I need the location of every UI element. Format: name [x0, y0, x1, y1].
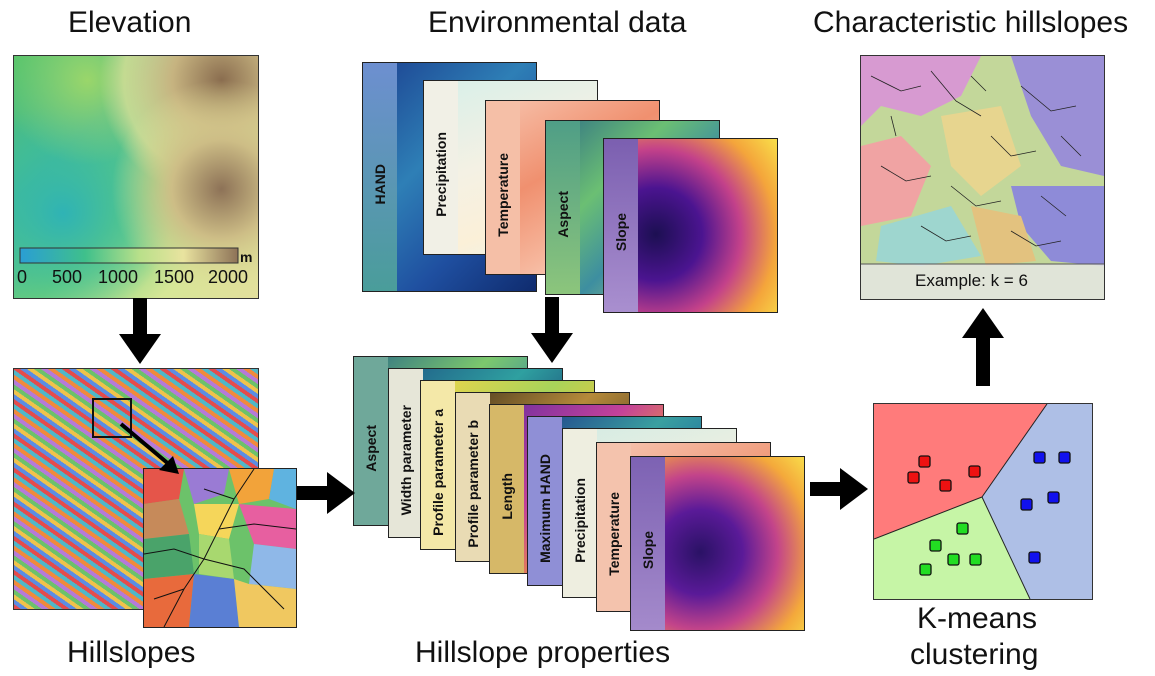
env-layer-aspect-label: Aspect [555, 191, 571, 238]
kmeans-title-line2: clustering [910, 638, 1039, 671]
kmeans-point [1033, 451, 1046, 464]
elevation-title: Elevation [68, 6, 192, 39]
properties-title: Hillslope properties [415, 636, 671, 669]
characteristic-example-label: Example: k = 6 [915, 271, 1028, 290]
prop-layer-max-hand-label: Maximum HAND [537, 453, 553, 563]
kmeans-region-green [874, 497, 1030, 599]
env-layer-slope: Slope [603, 138, 778, 313]
prop-layer-aspect-label: Aspect [363, 424, 379, 472]
zoom-arrow-icon [119, 422, 179, 474]
kmeans-point [947, 553, 960, 566]
prop-layer-precipitation-label: Precipitation [572, 477, 588, 563]
elevation-unit: m [240, 249, 253, 265]
environmental-title: Environmental data [428, 6, 687, 39]
elevation-tick-0: 0 [17, 267, 28, 287]
arrow-right-icon [810, 468, 868, 510]
kmeans-point [956, 522, 969, 535]
elevation-tick-2000: 2000 [208, 267, 249, 287]
kmeans-point [969, 553, 982, 566]
kmeans-point [939, 479, 952, 492]
kmeans-point [918, 455, 931, 468]
elevation-map: m 0 500 1000 1500 2000 [13, 55, 259, 299]
elevation-tick-500: 500 [52, 267, 83, 287]
env-layer-slope-label: Slope [613, 213, 629, 252]
kmeans-point [1020, 498, 1033, 511]
kmeans-region-red [874, 404, 1047, 539]
kmeans-point [968, 465, 981, 478]
characteristic-map: Example: k = 6 [860, 55, 1105, 300]
prop-layer-length-label: Length [499, 472, 515, 520]
env-layer-hand-label: HAND [372, 163, 388, 205]
prop-layer-profile-b-label: Profile parameter b [465, 420, 481, 548]
arrow-up-icon [962, 308, 1004, 386]
kmeans-point [1028, 551, 1041, 564]
hillslopes-zoom [143, 468, 297, 628]
env-layer-temperature-label: Temperature [495, 152, 511, 237]
characteristic-title: Characteristic hillslopes [813, 6, 1129, 39]
kmeans-point [1047, 491, 1060, 504]
kmeans-title-line1: K-means [917, 602, 1038, 635]
kmeans-plot [873, 403, 1093, 600]
kmeans-point [1058, 451, 1071, 464]
prop-layer-profile-a-label: Profile parameter a [430, 408, 446, 536]
kmeans-point [907, 471, 920, 484]
kmeans-point [929, 539, 942, 552]
arrow-right-icon [297, 472, 355, 514]
elevation-tick-1500: 1500 [154, 267, 195, 287]
prop-layer-slope-label: Slope [640, 531, 656, 570]
elevation-tick-1000: 1000 [98, 267, 139, 287]
prop-layer-width-label: Width parameter [398, 404, 414, 516]
arrow-down-icon [531, 297, 573, 363]
env-layer-precipitation-label: Precipitation [433, 132, 449, 217]
prop-layer-slope: Slope [630, 456, 805, 631]
prop-layer-temperature-label: Temperature [606, 492, 622, 576]
kmeans-point [919, 563, 932, 576]
hillslopes-title: Hillslopes [67, 636, 196, 669]
arrow-down-icon [119, 298, 161, 364]
